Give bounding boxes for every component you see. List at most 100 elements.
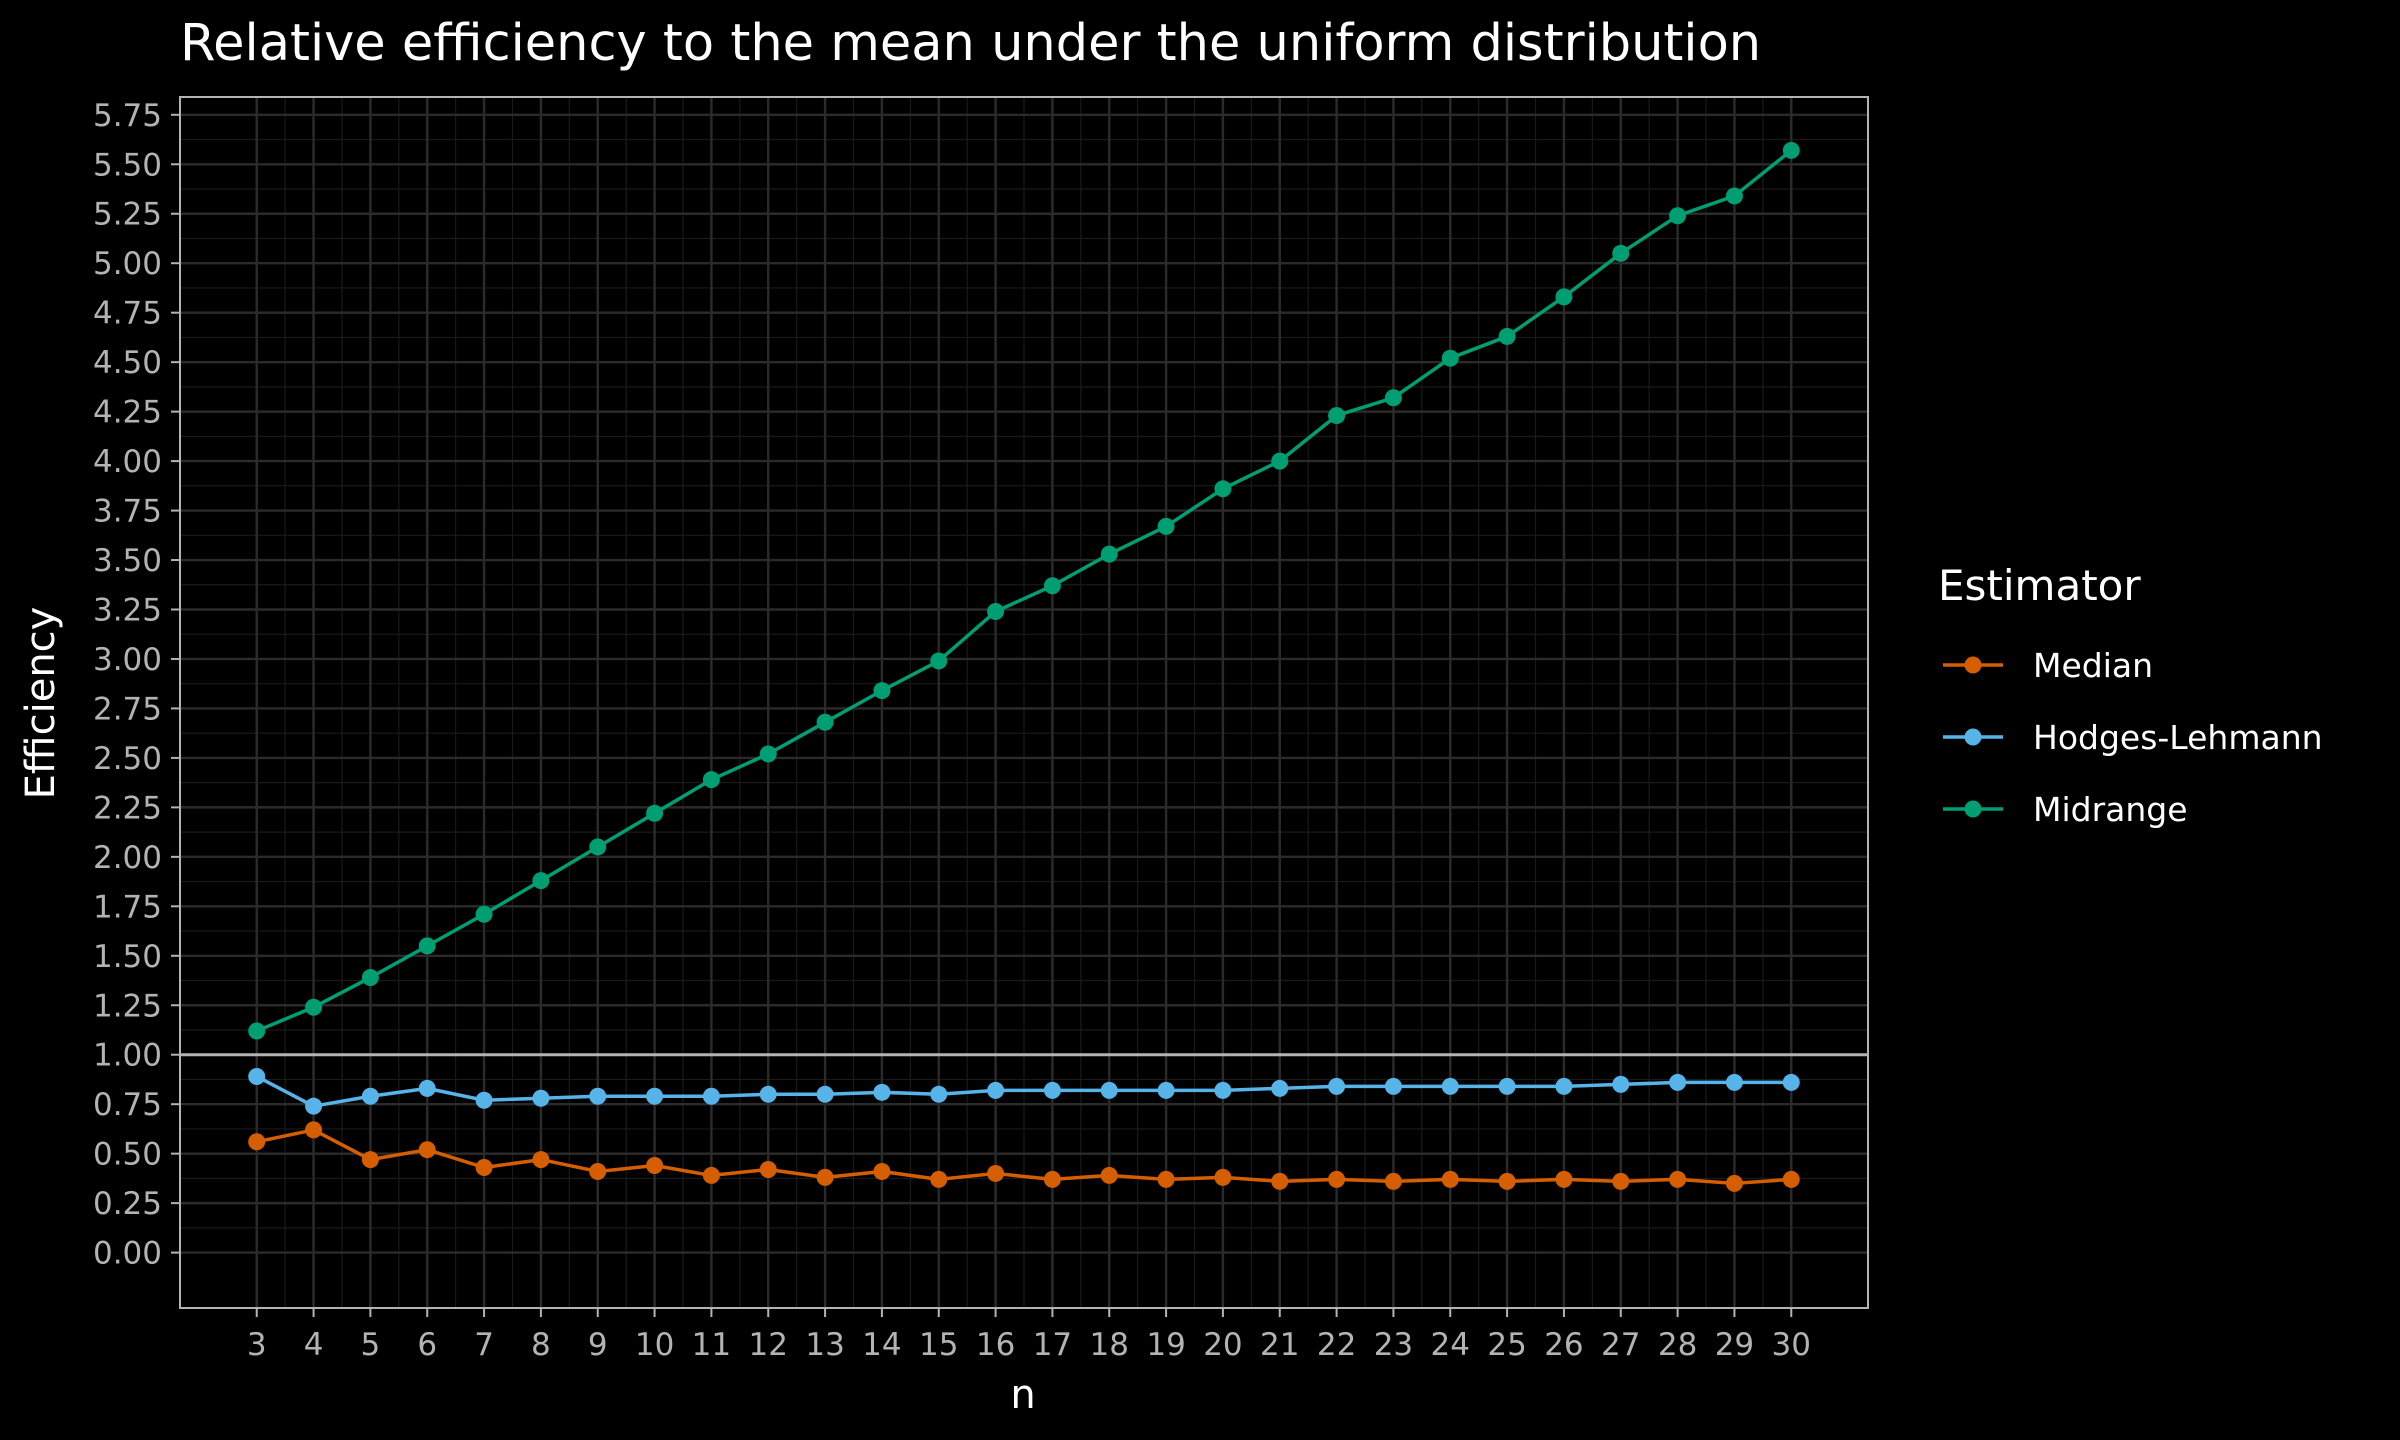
data-point-median — [475, 1159, 493, 1177]
data-point-median — [873, 1162, 891, 1180]
data-point-midrange — [361, 969, 379, 987]
data-point-hodges-lehmann — [873, 1083, 891, 1101]
data-point-hodges-lehmann — [1555, 1077, 1573, 1095]
y-tick-label: 2.00 — [93, 840, 162, 876]
x-tick-label: 28 — [1658, 1327, 1697, 1363]
x-tick-label: 15 — [919, 1327, 958, 1363]
y-tick-label: 4.50 — [93, 345, 162, 381]
data-point-median — [1612, 1172, 1630, 1190]
legend-key-point — [1964, 800, 1982, 818]
y-tick-label: 0.75 — [93, 1087, 162, 1123]
data-point-midrange — [1782, 141, 1800, 159]
data-point-hodges-lehmann — [305, 1097, 323, 1115]
legend-item-median: Median — [1943, 646, 2153, 685]
data-point-hodges-lehmann — [1157, 1081, 1175, 1099]
x-axis-ticks: 3 4 5 6 7 8 9 10 11 12 13 14 15 16 17 18 19 20 21 22 23 24 25 2… — [247, 1308, 1811, 1363]
series-line-midrange — [256, 149, 1793, 1033]
data-point-midrange — [305, 998, 323, 1016]
x-tick-label: 26 — [1544, 1327, 1583, 1363]
y-tick-label: 3.00 — [93, 642, 162, 678]
x-tick-label: 24 — [1431, 1327, 1470, 1363]
legend-key-point — [1964, 728, 1982, 746]
data-point-hodges-lehmann — [1328, 1077, 1346, 1095]
x-tick-label: 16 — [976, 1327, 1015, 1363]
x-tick-label: 11 — [692, 1327, 731, 1363]
x-tick-label: 10 — [635, 1327, 674, 1363]
legend-items: Median Hodges-Lehmann Midrange — [1943, 646, 2323, 829]
x-tick-label: 19 — [1146, 1327, 1185, 1363]
data-point-hodges-lehmann — [816, 1085, 834, 1103]
data-point-hodges-lehmann — [589, 1087, 607, 1105]
data-point-median — [1498, 1172, 1516, 1190]
data-point-hodges-lehmann — [532, 1089, 550, 1107]
data-point-median — [248, 1133, 266, 1151]
data-point-median — [589, 1162, 607, 1180]
data-point-median — [1669, 1170, 1687, 1188]
data-point-hodges-lehmann — [1384, 1077, 1402, 1095]
legend-key-point — [1964, 656, 1982, 674]
x-tick-label: 7 — [474, 1327, 494, 1363]
data-point-median — [361, 1151, 379, 1169]
data-point-midrange — [987, 602, 1005, 620]
y-tick-label: 2.50 — [93, 741, 162, 777]
data-point-hodges-lehmann — [1782, 1073, 1800, 1091]
grid-lines — [180, 97, 1868, 1308]
data-point-median — [1384, 1172, 1402, 1190]
data-point-hodges-lehmann — [1043, 1081, 1061, 1099]
x-tick-label: 8 — [531, 1327, 551, 1363]
y-tick-label: 3.50 — [93, 543, 162, 579]
y-tick-label: 1.00 — [93, 1038, 162, 1074]
legend-label: Median — [2033, 646, 2153, 685]
data-point-hodges-lehmann — [646, 1087, 664, 1105]
y-tick-label: 4.00 — [93, 444, 162, 480]
data-point-median — [1157, 1170, 1175, 1188]
x-tick-label: 5 — [361, 1327, 381, 1363]
data-point-midrange — [1725, 187, 1743, 205]
legend-item-hodges-lehmann: Hodges-Lehmann — [1943, 718, 2323, 757]
y-tick-label: 2.25 — [93, 790, 162, 826]
data-point-median — [418, 1141, 436, 1159]
x-tick-label: 23 — [1374, 1327, 1413, 1363]
x-tick-label: 22 — [1317, 1327, 1356, 1363]
data-point-midrange — [1157, 517, 1175, 535]
data-point-hodges-lehmann — [248, 1067, 266, 1085]
data-point-midrange — [1612, 244, 1630, 262]
y-tick-label: 0.00 — [93, 1236, 162, 1272]
x-tick-label: 20 — [1203, 1327, 1242, 1363]
data-point-median — [1214, 1168, 1232, 1186]
data-point-hodges-lehmann — [1100, 1081, 1118, 1099]
data-point-median — [1725, 1174, 1743, 1192]
legend-item-midrange: Midrange — [1943, 790, 2188, 829]
data-point-midrange — [816, 713, 834, 731]
data-point-median — [930, 1170, 948, 1188]
x-tick-label: 17 — [1033, 1327, 1072, 1363]
data-point-median — [646, 1157, 664, 1175]
data-point-midrange — [873, 682, 891, 700]
data-point-midrange — [475, 905, 493, 923]
y-tick-label: 3.25 — [93, 592, 162, 628]
x-tick-label: 9 — [588, 1327, 608, 1363]
x-tick-label: 29 — [1715, 1327, 1754, 1363]
data-point-hodges-lehmann — [1271, 1079, 1289, 1097]
y-axis-title: Efficiency — [18, 607, 64, 800]
data-point-midrange — [759, 745, 777, 763]
data-point-hodges-lehmann — [702, 1087, 720, 1105]
x-tick-label: 13 — [805, 1327, 844, 1363]
data-point-midrange — [532, 872, 550, 890]
data-point-median — [702, 1166, 720, 1184]
data-point-midrange — [1043, 577, 1061, 595]
data-point-midrange — [1384, 389, 1402, 407]
data-point-midrange — [930, 652, 948, 670]
data-point-midrange — [1214, 480, 1232, 498]
data-point-midrange — [1271, 452, 1289, 470]
data-point-midrange — [1669, 207, 1687, 225]
data-point-midrange — [1555, 288, 1573, 306]
data-point-hodges-lehmann — [1214, 1081, 1232, 1099]
y-tick-label: 0.25 — [93, 1186, 162, 1222]
y-tick-label: 3.75 — [93, 494, 162, 530]
data-point-median — [1441, 1170, 1459, 1188]
data-point-midrange — [646, 804, 664, 822]
data-point-hodges-lehmann — [475, 1091, 493, 1109]
